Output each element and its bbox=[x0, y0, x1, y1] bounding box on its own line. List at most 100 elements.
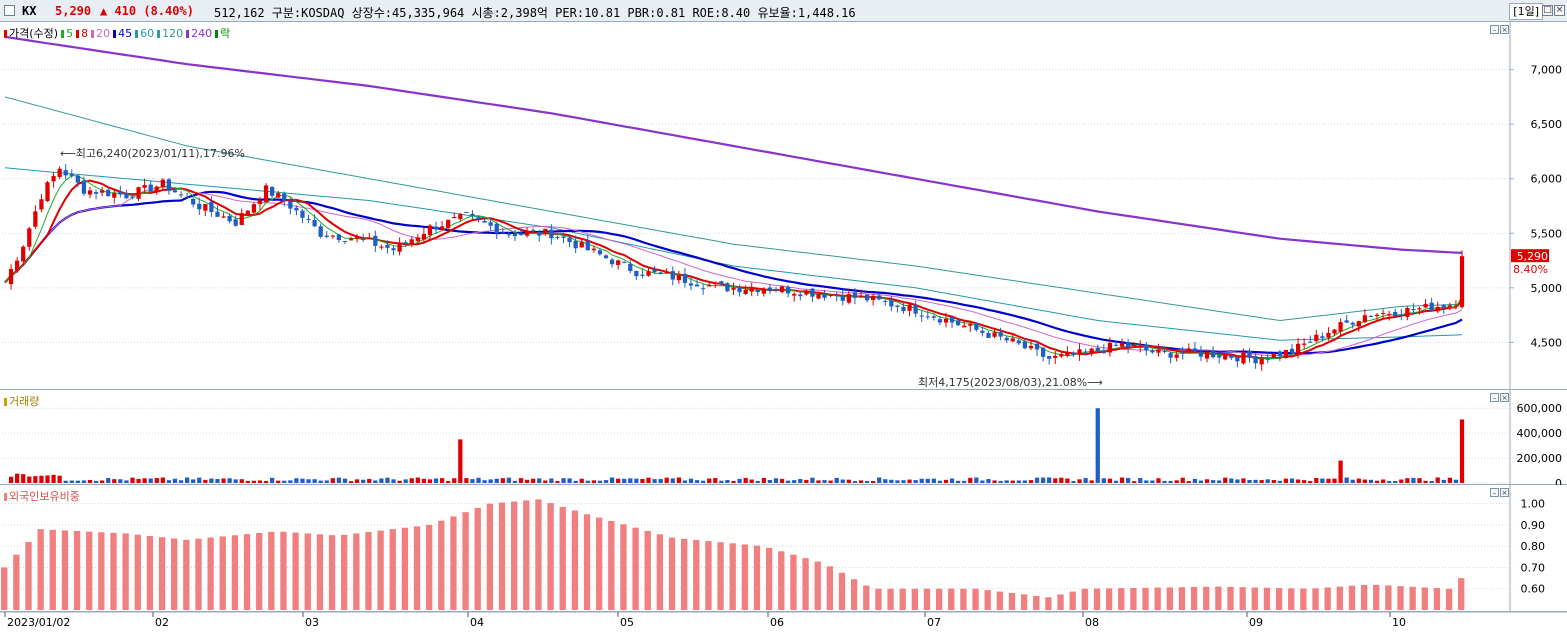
candle-body bbox=[1393, 311, 1398, 317]
foreign-legend: 외국인보유비중 bbox=[4, 488, 83, 504]
volume-bar bbox=[312, 479, 317, 483]
volume-bar bbox=[731, 480, 736, 483]
candle-body bbox=[883, 300, 888, 302]
candle-body bbox=[1368, 316, 1374, 318]
candle-body bbox=[39, 199, 44, 210]
ma60-line bbox=[4, 167, 1463, 341]
volume-bar bbox=[567, 478, 572, 483]
candle-body bbox=[439, 226, 445, 231]
volume-bar bbox=[476, 477, 481, 483]
foreign-bar bbox=[1190, 586, 1198, 610]
foreign-bar bbox=[1045, 597, 1052, 610]
candle-body bbox=[603, 255, 609, 259]
candle-body bbox=[1277, 351, 1282, 357]
candle-body bbox=[1241, 352, 1246, 364]
foreign-bar bbox=[535, 499, 542, 610]
volume-bar bbox=[1356, 478, 1361, 483]
foreign-bar bbox=[729, 543, 736, 610]
maximize-icon[interactable]: □ bbox=[1542, 5, 1553, 16]
foreign-bar bbox=[1105, 588, 1113, 610]
volume-bar bbox=[1235, 479, 1240, 483]
foreign-bar bbox=[1178, 587, 1186, 610]
volume-bar bbox=[1326, 478, 1331, 483]
foreign-bar bbox=[948, 588, 955, 610]
volume-bar bbox=[864, 480, 870, 483]
volume-bar bbox=[1447, 477, 1452, 483]
volume-bar bbox=[949, 478, 955, 483]
foreign-bar bbox=[668, 537, 676, 610]
candle-body bbox=[421, 234, 427, 240]
volume-bar bbox=[1119, 477, 1125, 483]
volume-bar bbox=[57, 475, 62, 483]
candle-body bbox=[1089, 348, 1094, 354]
volume-bar bbox=[524, 479, 530, 483]
foreign-bar bbox=[1142, 587, 1149, 610]
volume-chart[interactable]: 600,000 400,000 200,000 0 bbox=[0, 390, 1567, 490]
foreign-holding-pane[interactable]: 1.00 0.90 0.80 0.70 0.60 외국인보유비중 – × bbox=[0, 485, 1567, 612]
candle-body bbox=[998, 332, 1003, 337]
volume-bar bbox=[980, 480, 985, 483]
volume-bar bbox=[877, 477, 882, 483]
pane-close-icon[interactable]: × bbox=[1500, 25, 1509, 34]
candle-body bbox=[755, 290, 760, 293]
candle-body bbox=[512, 233, 518, 237]
volume-bar bbox=[1223, 477, 1228, 483]
foreign-bar bbox=[1360, 584, 1368, 610]
foreign-bar bbox=[1033, 595, 1040, 610]
volume-bar bbox=[1320, 478, 1325, 483]
volume-bar bbox=[148, 478, 153, 483]
volume-bar bbox=[822, 480, 827, 483]
legend-marker bbox=[4, 30, 7, 38]
volume-bar bbox=[889, 479, 894, 483]
foreign-bar bbox=[595, 517, 603, 610]
candle-body bbox=[543, 228, 548, 234]
volume-bar bbox=[276, 480, 281, 483]
price-chart[interactable]: 7,000 6,500 6,000 5,500 5,000 4,500 ⟵최고6,240(2… bbox=[0, 22, 1567, 390]
candle-body bbox=[585, 240, 590, 251]
candle-body bbox=[1332, 329, 1337, 334]
foreign-holding-chart[interactable]: 1.00 0.90 0.80 0.70 0.60 bbox=[0, 485, 1567, 612]
x-tick-label: 10 bbox=[1392, 616, 1406, 629]
candle-body bbox=[348, 238, 354, 241]
candle-body bbox=[69, 174, 74, 176]
volume-pane[interactable]: 600,000 400,000 200,000 0 거래량 – × bbox=[0, 390, 1567, 490]
candle-body bbox=[1113, 344, 1119, 346]
volume-bar bbox=[136, 478, 141, 483]
select-checkbox[interactable] bbox=[4, 5, 15, 16]
pane-minimize-icon[interactable]: – bbox=[1490, 393, 1499, 402]
volume-bar bbox=[118, 479, 123, 483]
candle-body bbox=[792, 293, 797, 296]
volume-bar bbox=[986, 479, 991, 483]
volume-bar bbox=[1210, 480, 1216, 483]
volume-bar bbox=[421, 478, 427, 483]
legend-label: 8 bbox=[81, 27, 89, 40]
foreign-bar bbox=[1409, 586, 1416, 610]
volume-legend-label: 거래량 bbox=[9, 395, 40, 408]
pane-minimize-icon[interactable]: – bbox=[1490, 25, 1499, 34]
candle-body bbox=[622, 261, 627, 263]
legend-marker bbox=[157, 30, 161, 38]
volume-bar bbox=[1241, 478, 1246, 483]
candle-body bbox=[1417, 308, 1422, 310]
period-selector[interactable]: [1일] bbox=[1509, 3, 1543, 20]
x-tick-label: 02 bbox=[155, 616, 169, 629]
candle-body bbox=[1344, 320, 1349, 323]
volume-bar bbox=[470, 479, 475, 483]
volume-bar bbox=[1217, 480, 1222, 483]
volume-bar bbox=[130, 477, 135, 483]
pane-close-icon[interactable]: × bbox=[1500, 393, 1509, 402]
candle-body bbox=[858, 295, 864, 298]
volume-bar bbox=[21, 474, 26, 483]
candle-body bbox=[713, 283, 718, 285]
pane-minimize-icon[interactable]: – bbox=[1490, 488, 1499, 497]
candle-body bbox=[488, 222, 493, 226]
candle-body bbox=[391, 248, 396, 251]
candle-body bbox=[154, 186, 159, 192]
pane-close-icon[interactable]: × bbox=[1500, 488, 1509, 497]
candle-body bbox=[1459, 256, 1465, 308]
volume-bar bbox=[1204, 479, 1210, 483]
price-pane[interactable]: 7,000 6,500 6,000 5,500 5,000 4,500 ⟵최고6,240(2… bbox=[0, 22, 1567, 390]
foreign-bar bbox=[608, 520, 615, 610]
volume-bar bbox=[452, 478, 457, 483]
close-icon[interactable]: × bbox=[1554, 5, 1565, 16]
